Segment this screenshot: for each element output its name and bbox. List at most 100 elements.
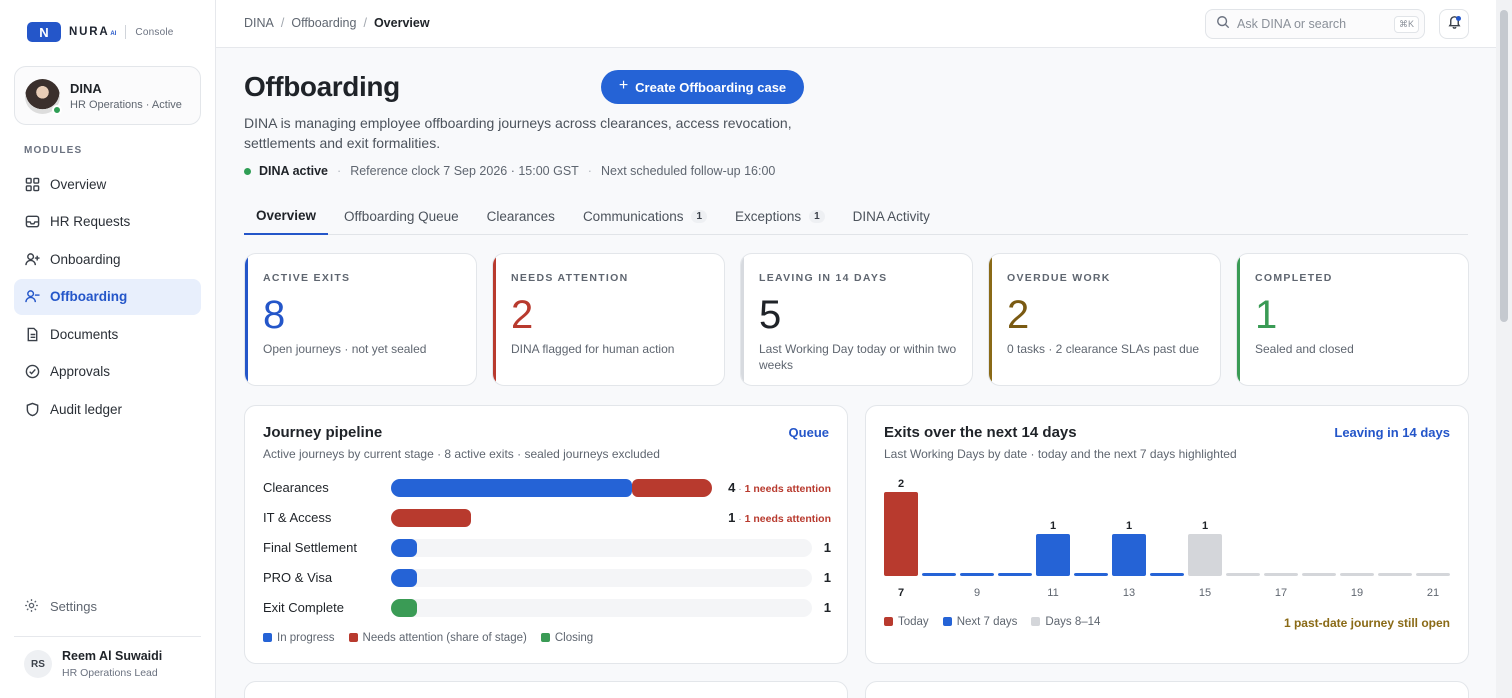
sidebar-item-label: HR Requests [50, 214, 131, 229]
exits-chart-panel: Exits over the next 14 days Last Working… [865, 405, 1469, 664]
chart-bar[interactable] [1302, 573, 1336, 576]
page-description: DINA is managing employee offboarding jo… [244, 115, 792, 151]
pipeline-row[interactable]: Exit Complete 1 [263, 599, 831, 617]
chart-tick-label: 19 [1351, 587, 1363, 599]
notifications-button[interactable] [1439, 9, 1469, 39]
tab-exceptions[interactable]: Exceptions 1 [723, 197, 837, 235]
kpi-label: LEAVING IN 14 DAYS [759, 272, 888, 284]
pipeline-count: 1 [728, 510, 736, 525]
user-minus-icon [24, 289, 40, 305]
tab-clearances[interactable]: Clearances [475, 197, 567, 235]
breadcrumb-item[interactable]: Offboarding [291, 16, 357, 30]
breadcrumb-current: Overview [373, 16, 430, 30]
sidebar-item-overview[interactable]: Overview [14, 166, 201, 202]
lower-panel [865, 681, 1469, 698]
chart-bar[interactable] [1074, 573, 1108, 576]
search-box[interactable]: ⌘K [1205, 9, 1425, 39]
tab-dina-activity[interactable]: DINA Activity [841, 197, 942, 235]
pipeline-value: 1 · 1 needs attention [728, 510, 831, 525]
kpi-label: COMPLETED [1255, 272, 1333, 284]
separator: · [587, 164, 592, 178]
pipeline-row[interactable]: Clearances 4 · 1 needs attention [263, 479, 831, 497]
kpi-label: NEEDS ATTENTION [511, 272, 629, 284]
search-input[interactable] [1237, 17, 1387, 31]
pipeline-segment-in-progress [391, 539, 418, 557]
pipeline-value: 1 [824, 600, 831, 615]
chart-bar[interactable] [922, 573, 956, 576]
kpi-completed[interactable]: COMPLETED 1 Sealed and closed [1236, 253, 1469, 386]
chart-data-label: 1 [1202, 520, 1208, 532]
legend-label: Needs attention (share of stage) [362, 632, 527, 644]
breadcrumb-separator: / [363, 16, 367, 30]
sidebar-item-approvals[interactable]: Approvals [14, 354, 201, 390]
tab-communications[interactable]: Communications 1 [571, 197, 719, 235]
sidebar-nav: Overview HR Requests Onboarding Offboard… [14, 166, 201, 429]
sidebar-item-hr-requests[interactable]: HR Requests [14, 204, 201, 240]
separator: · [735, 513, 745, 525]
chart-bar[interactable] [1378, 573, 1412, 576]
kpi-subtext: Open journeys · not yet sealed [263, 342, 427, 356]
chart-bar[interactable] [1340, 573, 1374, 576]
document-icon [24, 326, 40, 342]
sidebar-item-audit-ledger[interactable]: Audit ledger [14, 391, 201, 427]
kpi-leaving-14-days[interactable]: LEAVING IN 14 DAYS 5 Last Working Day to… [740, 253, 973, 386]
chart-bar[interactable] [1416, 573, 1450, 576]
pipeline-stage-label: IT & Access [263, 510, 332, 525]
pipeline-row[interactable]: PRO & Visa 1 [263, 569, 831, 587]
user-avatar[interactable]: RS [24, 650, 52, 678]
legend-item: Today [884, 616, 929, 628]
tab-label: Offboarding Queue [344, 208, 459, 224]
kpi-needs-attention[interactable]: NEEDS ATTENTION 2 DINA flagged for human… [492, 253, 725, 386]
agent-card[interactable]: DINA HR Operations · Active [14, 66, 201, 125]
chart-bar[interactable] [1036, 534, 1070, 576]
pipeline-track [391, 509, 712, 527]
sidebar-item-onboarding[interactable]: Onboarding [14, 241, 201, 277]
tab-overview[interactable]: Overview [244, 197, 329, 235]
chart-bar[interactable] [884, 492, 918, 576]
grid-icon [24, 176, 40, 192]
agent-name: DINA [70, 81, 102, 96]
page-scrollbar[interactable] [1496, 0, 1512, 698]
sidebar-divider [14, 636, 201, 637]
pipeline-count: 1 [823, 600, 831, 615]
scrollbar-thumb[interactable] [1500, 10, 1508, 322]
chart-bar[interactable] [1150, 573, 1184, 576]
attention-note: 1 needs attention [744, 513, 831, 525]
legend-item: Days 8–14 [1031, 616, 1100, 628]
create-offboarding-case-button[interactable]: + Create Offboarding case [601, 70, 804, 104]
kpi-active-exits[interactable]: ACTIVE EXITS 8 Open journeys · not yet s… [244, 253, 477, 386]
pipeline-count: 1 [823, 570, 831, 585]
legend-item: Next 7 days [942, 616, 1017, 628]
tab-label: Communications [582, 208, 684, 224]
breadcrumb-item[interactable]: DINA [244, 16, 274, 30]
brand-logo[interactable]: N NURA AI Console [27, 22, 174, 42]
panel-subtitle: Last Working Days by date · today and th… [884, 447, 1237, 461]
exits-legend: Today Next 7 days Days 8–14 [884, 616, 1100, 628]
chart-bar[interactable] [1112, 534, 1146, 576]
modules-label: MODULES [24, 145, 83, 156]
sidebar-item-offboarding[interactable]: Offboarding [14, 278, 201, 315]
pipeline-stage-label: Exit Complete [263, 600, 344, 615]
pipeline-segment-attention [632, 479, 712, 497]
legend-item: In progress [263, 632, 335, 644]
chart-bar[interactable] [1264, 573, 1298, 576]
chart-tick-label: 11 [1047, 587, 1058, 599]
chart-bar[interactable] [1226, 573, 1260, 576]
settings-link[interactable]: Settings [24, 598, 97, 614]
past-date-note[interactable]: 1 past-date journey still open [1283, 616, 1450, 630]
leaving-14-days-link[interactable]: Leaving in 14 days [1334, 425, 1450, 440]
pipeline-row[interactable]: Final Settlement 1 [263, 539, 831, 557]
tab-offboarding-queue[interactable]: Offboarding Queue [332, 197, 471, 235]
kpi-subtext: 0 tasks · 2 clearance SLAs past due [1007, 342, 1200, 356]
pipeline-row[interactable]: IT & Access 1 · 1 needs attention [263, 509, 831, 527]
sidebar-item-documents[interactable]: Documents [14, 316, 201, 352]
chart-bar[interactable] [960, 573, 994, 576]
kpi-subtext: Last Working Day today or within two wee… [759, 342, 957, 372]
journey-pipeline-panel: Journey pipeline Active journeys by curr… [244, 405, 848, 664]
queue-link[interactable]: Queue [788, 425, 829, 440]
kpi-overdue-work[interactable]: OVERDUE WORK 2 0 tasks · 2 clearance SLA… [988, 253, 1221, 386]
notification-dot [1456, 16, 1461, 21]
chart-bar[interactable] [998, 573, 1032, 576]
status-dot [244, 167, 251, 175]
chart-bar[interactable] [1188, 534, 1222, 576]
